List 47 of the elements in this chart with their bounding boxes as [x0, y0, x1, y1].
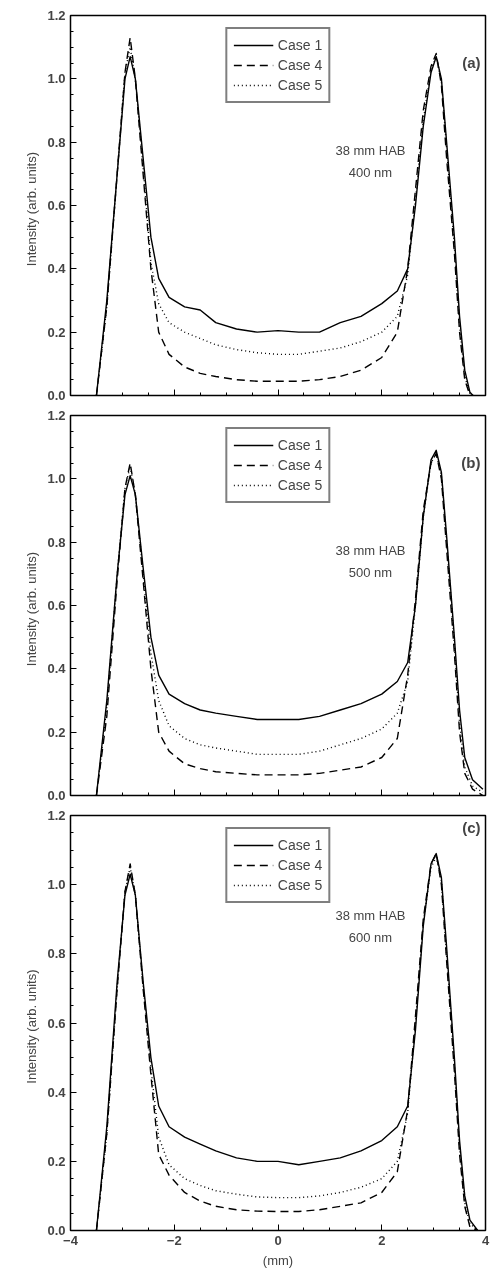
legend-label: Case 1	[277, 37, 323, 53]
annotation: 38 mm HAB	[335, 542, 406, 558]
annotation: 38 mm HAB	[335, 142, 406, 158]
x-tick-label: 0	[274, 1232, 282, 1248]
legend-label: Case 5	[277, 877, 323, 893]
y-tick-label: 0.4	[47, 261, 67, 277]
y-tick-label: 0.0	[47, 388, 66, 403]
y-tick-label: 0.8	[47, 134, 66, 150]
y-tick-label: 1.2	[47, 808, 66, 823]
y-tick-label: 0.2	[47, 724, 66, 740]
annotation: (c)	[462, 818, 481, 836]
x-tick-label: −2	[166, 1232, 182, 1248]
y-tick-label: 0.8	[47, 534, 66, 550]
y-tick-label: 0.8	[47, 946, 66, 962]
y-axis-title: Intensity (arb. units)	[24, 552, 40, 667]
y-tick-label: 0.6	[47, 198, 66, 213]
x-tick-label: 2	[378, 1232, 386, 1248]
legend-label: Case 1	[277, 837, 323, 853]
legend-label: Case 1	[277, 437, 323, 453]
y-tick-label: 0.0	[47, 1223, 66, 1238]
y-axis-title: Intensity (arb. units)	[24, 152, 40, 267]
legend-label: Case 4	[277, 457, 323, 473]
x-axis-title: (mm)	[262, 1252, 294, 1268]
y-tick-label: 1.0	[47, 471, 66, 487]
y-tick-label: 1.2	[47, 408, 66, 423]
legend-label: Case 5	[277, 77, 323, 93]
y-tick-label: 0.6	[47, 598, 66, 613]
y-axis-title: Intensity (arb. units)	[24, 969, 40, 1084]
annotation: 500 nm	[348, 564, 393, 580]
annotation: 38 mm HAB	[335, 907, 406, 923]
y-tick-label: 1.0	[47, 877, 66, 893]
y-tick-label: 0.2	[47, 1153, 66, 1169]
y-tick-label: 1.0	[47, 71, 66, 87]
legend-label: Case 5	[277, 477, 323, 493]
y-tick-label: 0.0	[47, 788, 66, 803]
annotation: 400 nm	[348, 164, 393, 180]
y-tick-label: 0.4	[47, 661, 67, 677]
y-tick-label: 0.4	[47, 1084, 67, 1100]
annotation: 600 nm	[348, 929, 393, 945]
x-tick-label: 4	[481, 1232, 490, 1248]
y-tick-label: 0.6	[47, 1015, 66, 1031]
legend-label: Case 4	[277, 57, 323, 73]
y-tick-label: 1.2	[47, 8, 66, 23]
annotation: (a)	[462, 53, 481, 71]
legend-label: Case 4	[277, 857, 323, 873]
annotation: (b)	[461, 453, 481, 471]
y-tick-label: 0.2	[47, 324, 66, 340]
